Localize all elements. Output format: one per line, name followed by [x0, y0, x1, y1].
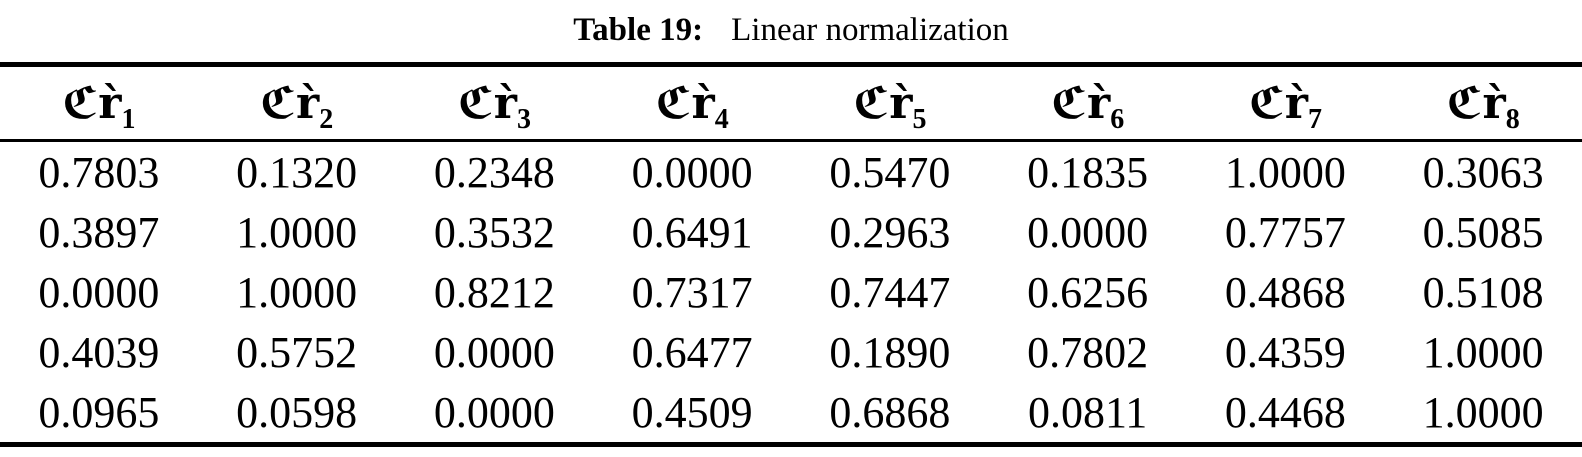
criterion-subscript: 8: [1505, 103, 1520, 135]
value-cell: 0.0965: [38, 387, 160, 437]
value-cell: 0.0000: [631, 147, 753, 197]
value-cell: 1.0000: [1422, 327, 1544, 377]
value-cell: 0.3532: [433, 207, 555, 257]
value-cell: 0.5752: [236, 327, 358, 377]
value-cell: 1.0000: [236, 267, 358, 317]
header-row: ℭr̀1 ℭr̀2 ℭr̀3 ℭr̀4 ℭr̀5 ℭr̀6 ℭr̀7 ℭr̀8: [0, 65, 1582, 141]
value-cell: 0.1890: [829, 327, 951, 377]
value-cell: 0.0000: [433, 387, 555, 437]
value-cell: 0.7317: [631, 267, 753, 317]
value-cell: 1.0000: [1224, 147, 1346, 197]
criterion-symbol: ℭr̀: [655, 77, 715, 129]
value-cell: 0.8212: [433, 267, 555, 317]
value-cell: 0.5108: [1422, 267, 1544, 317]
criterion-symbol: ℭr̀: [853, 77, 913, 129]
value-cell: 0.2963: [829, 207, 951, 257]
value-cell: 0.7757: [1224, 207, 1346, 257]
column-header: ℭr̀8: [1384, 65, 1582, 141]
criterion-subscript: 2: [319, 103, 334, 135]
table-row: 0.4039 0.5752 0.0000 0.6477 0.1890 0.7802 0.43…: [0, 322, 1582, 382]
column-header: ℭr̀7: [1187, 65, 1385, 141]
table-row: 0.0965 0.0598 0.0000 0.4509 0.6868 0.0811 0.44…: [0, 382, 1582, 445]
value-cell: 1.0000: [236, 207, 358, 257]
table-body: 0.7803 0.1320 0.2348 0.0000 0.5470 0.1835 1.00…: [0, 141, 1582, 445]
value-cell: 0.6491: [631, 207, 753, 257]
value-cell: 0.6256: [1027, 267, 1149, 317]
value-cell: 1.0000: [1422, 387, 1544, 437]
table-caption: Table 19: Linear normalization: [0, 8, 1582, 52]
value-cell: 0.0000: [433, 327, 555, 377]
value-cell: 0.7447: [829, 267, 951, 317]
column-header: ℭr̀1: [0, 65, 198, 141]
table-header: ℭr̀1 ℭr̀2 ℭr̀3 ℭr̀4 ℭr̀5 ℭr̀6 ℭr̀7 ℭr̀8: [0, 65, 1582, 141]
criterion-subscript: 4: [714, 103, 729, 135]
column-header: ℭr̀6: [989, 65, 1187, 141]
criterion-subscript: 6: [1110, 103, 1125, 135]
value-cell: 0.1320: [236, 147, 358, 197]
value-cell: 0.7802: [1027, 327, 1149, 377]
value-cell: 0.5085: [1422, 207, 1544, 257]
table-row: 0.0000 1.0000 0.8212 0.7317 0.7447 0.6256 0.48…: [0, 262, 1582, 322]
value-cell: 0.5470: [829, 147, 951, 197]
column-header: ℭr̀2: [198, 65, 396, 141]
column-header: ℭr̀3: [396, 65, 594, 141]
criterion-subscript: 5: [912, 103, 927, 135]
criterion-symbol: ℭr̀: [457, 77, 517, 129]
value-cell: 0.4039: [38, 327, 160, 377]
value-cell: 0.4359: [1224, 327, 1346, 377]
criterion-symbol: ℭr̀: [1248, 77, 1308, 129]
column-header: ℭr̀5: [791, 65, 989, 141]
criterion-symbol: ℭr̀: [260, 77, 320, 129]
column-header: ℭr̀4: [593, 65, 791, 141]
value-cell: 0.4868: [1224, 267, 1346, 317]
value-cell: 0.7803: [38, 147, 160, 197]
criterion-symbol: ℭr̀: [62, 77, 122, 129]
caption-text: Linear normalization: [731, 12, 1009, 48]
value-cell: 0.0598: [236, 387, 358, 437]
value-cell: 0.6868: [829, 387, 951, 437]
linear-normalization-table: ℭr̀1 ℭr̀2 ℭr̀3 ℭr̀4 ℭr̀5 ℭr̀6 ℭr̀7 ℭr̀8 0.7803 0…: [0, 62, 1582, 447]
criterion-symbol: ℭr̀: [1051, 77, 1111, 129]
criterion-subscript: 3: [516, 103, 531, 135]
criterion-subscript: 7: [1307, 103, 1322, 135]
value-cell: 0.6477: [631, 327, 753, 377]
value-cell: 0.4509: [631, 387, 753, 437]
value-cell: 0.4468: [1224, 387, 1346, 437]
value-cell: 0.1835: [1027, 147, 1149, 197]
criterion-symbol: ℭr̀: [1446, 77, 1506, 129]
table-row: 0.7803 0.1320 0.2348 0.0000 0.5470 0.1835 1.00…: [0, 141, 1582, 203]
value-cell: 0.0000: [38, 267, 160, 317]
value-cell: 0.3063: [1422, 147, 1544, 197]
criterion-subscript: 1: [121, 103, 136, 135]
value-cell: 0.2348: [433, 147, 555, 197]
value-cell: 0.3897: [38, 207, 160, 257]
value-cell: 0.0000: [1027, 207, 1149, 257]
table-row: 0.3897 1.0000 0.3532 0.6491 0.2963 0.0000 0.77…: [0, 202, 1582, 262]
value-cell: 0.0811: [1027, 387, 1148, 437]
caption-label: Table 19:: [573, 12, 704, 48]
